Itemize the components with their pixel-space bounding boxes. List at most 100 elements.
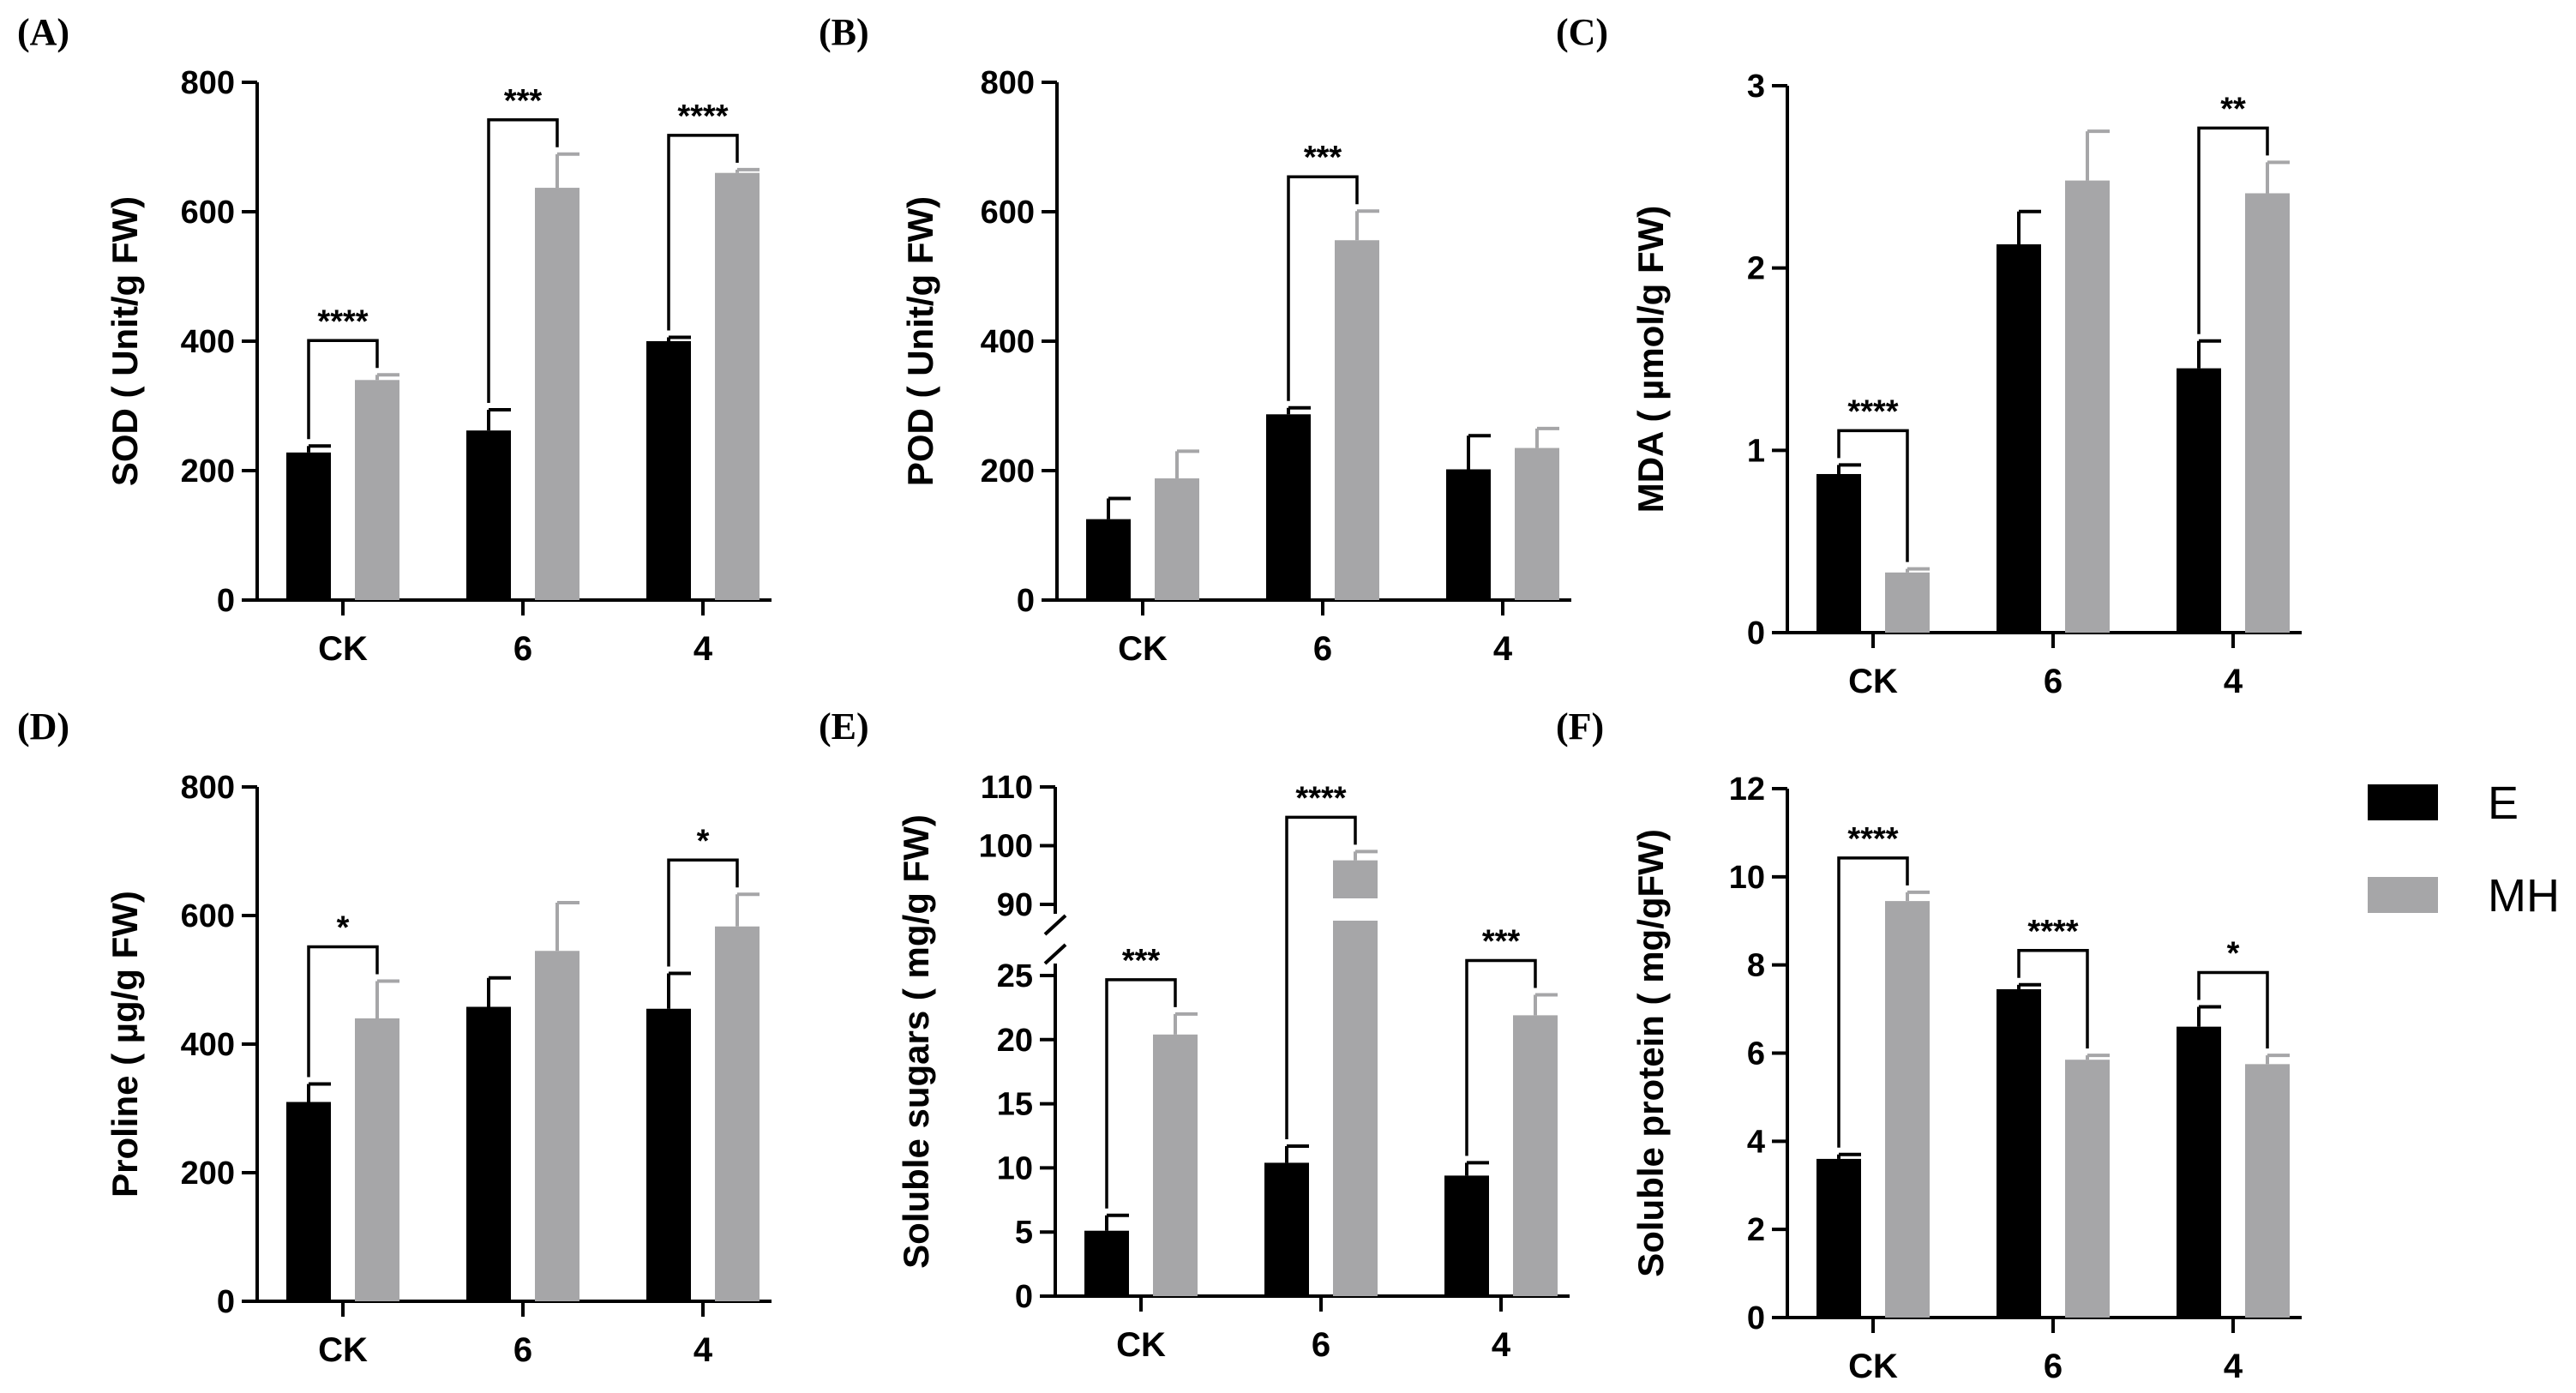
bar-e — [286, 452, 331, 600]
significance-bracket — [307, 339, 379, 440]
significance-bracket — [2017, 949, 2089, 1049]
bar-e — [2177, 1026, 2221, 1318]
x-tick-label: CK — [318, 1331, 368, 1369]
bar-mh — [2245, 1064, 2290, 1318]
bar-break-gap — [1331, 898, 1379, 921]
legend-swatch-e — [2368, 784, 2438, 820]
y-tick-label: 200 — [181, 1156, 235, 1192]
significance-bracket — [1285, 815, 1357, 1139]
bar-mh — [1885, 901, 1930, 1318]
significance-label: **** — [2027, 914, 2078, 950]
significance-bracket — [667, 858, 739, 967]
y-tick-label: 110 — [981, 770, 1033, 806]
y-tick-label: 10 — [1729, 860, 1765, 896]
bar-mh — [1333, 860, 1378, 1296]
y-axis-title: SOD ( Unit/g FW) — [105, 196, 145, 486]
significance-label: **** — [317, 303, 368, 339]
significance-label: *** — [1304, 140, 1342, 176]
significance-label: **** — [1847, 821, 1898, 857]
significance-label: * — [337, 910, 350, 946]
y-tick-label: 0 — [1747, 615, 1765, 651]
bar-mh — [2065, 1060, 2110, 1318]
y-tick-label: 200 — [981, 453, 1035, 489]
bar-mh — [1513, 1015, 1558, 1296]
x-tick-label: 4 — [2224, 1348, 2243, 1385]
significance-label: * — [697, 823, 710, 859]
y-axis-title: POD ( Unit/g FW) — [900, 196, 940, 486]
x-tick-label: CK — [318, 630, 368, 668]
y-tick-label: 600 — [181, 195, 235, 231]
y-tick-label: 100 — [979, 829, 1033, 865]
y-tick-label: 12 — [1729, 772, 1765, 808]
bar-e — [2177, 368, 2221, 633]
y-tick-label: 0 — [1017, 583, 1035, 619]
significance-bracket — [667, 134, 739, 331]
y-tick-label: 0 — [217, 1284, 235, 1320]
bar-mh — [535, 188, 579, 600]
panel-label: (D) — [17, 706, 69, 748]
legend-label-mh: MH — [2488, 870, 2560, 922]
significance-label: **** — [677, 99, 728, 135]
y-tick-label: 6 — [1747, 1036, 1765, 1072]
legend-label-e: E — [2488, 778, 2519, 829]
bar-e — [1086, 519, 1131, 600]
x-tick-label: 6 — [2044, 1348, 2063, 1385]
significance-label: *** — [504, 83, 543, 119]
y-tick-label: 15 — [997, 1087, 1033, 1123]
y-tick-label: 400 — [181, 324, 235, 360]
bar-e — [646, 341, 691, 600]
y-tick-label: 10 — [997, 1150, 1033, 1186]
y-tick-label: 400 — [181, 1027, 235, 1063]
panel-label: (B) — [819, 11, 869, 53]
bar-mh — [355, 1018, 399, 1301]
bar-mh — [1153, 1034, 1198, 1296]
x-tick-label: 4 — [694, 630, 713, 668]
y-tick-label: 8 — [1747, 948, 1765, 984]
significance-bracket — [1287, 175, 1359, 401]
bar-mh — [1515, 447, 1559, 600]
y-axis-title: Proline ( µg/g FW) — [105, 891, 145, 1198]
y-tick-label: 25 — [997, 958, 1033, 994]
significance-label: **** — [1847, 393, 1898, 429]
bar-mh — [1335, 240, 1379, 600]
y-tick-label: 3 — [1747, 69, 1765, 105]
axis-break-mark — [1043, 914, 1067, 936]
significance-bracket — [2197, 126, 2269, 334]
x-tick-label: CK — [1848, 663, 1898, 700]
legend: E MH — [2368, 778, 2560, 922]
y-axis-title: Soluble sugars ( mg/g FW) — [896, 814, 936, 1269]
x-tick-label: 4 — [1492, 1326, 1511, 1364]
panel-label: (E) — [819, 706, 869, 748]
y-axis-title: MDA ( µmol/g FW) — [1630, 206, 1671, 513]
x-tick-label: 6 — [1312, 1326, 1330, 1364]
significance-bracket — [1837, 856, 1909, 1148]
bar-e — [466, 1006, 511, 1301]
y-tick-label: 0 — [1747, 1300, 1765, 1336]
panel-label: (F) — [1556, 706, 1604, 748]
y-tick-label: 0 — [1015, 1279, 1033, 1315]
x-tick-label: 4 — [694, 1331, 713, 1369]
bar-e — [1816, 473, 1861, 633]
bar-mh — [715, 926, 760, 1301]
bar-mh — [1155, 478, 1199, 600]
y-tick-label: 20 — [997, 1023, 1033, 1059]
y-tick-label: 800 — [181, 770, 235, 806]
x-tick-label: 6 — [1313, 630, 1332, 668]
significance-label: * — [2227, 936, 2240, 972]
y-axis-title: Soluble protein ( mg/gFW) — [1630, 829, 1671, 1277]
significance-label: ** — [2220, 91, 2246, 127]
chart-panel-6: (F) 0 2 4 6 8 10 12 Soluble protein ( mg/gFW) CK 6… — [1556, 706, 2302, 1385]
bar-mh — [2245, 193, 2290, 633]
y-tick-label: 600 — [981, 195, 1035, 231]
x-tick-label: 6 — [513, 630, 532, 668]
chart-panel-4: (D) 0 200 400 600 800 Proline ( µg/g FW) CK 6 4 * * — [17, 706, 772, 1369]
significance-bracket — [1465, 958, 1537, 1156]
bar-mh — [355, 380, 399, 600]
chart-panel-2: (B) 0 200 400 600 800 POD ( Unit/g FW) CK 6 4 *** — [819, 11, 1571, 668]
y-tick-label: 200 — [181, 453, 235, 489]
panel-label: (C) — [1556, 11, 1608, 53]
y-tick-label: 800 — [181, 65, 235, 101]
